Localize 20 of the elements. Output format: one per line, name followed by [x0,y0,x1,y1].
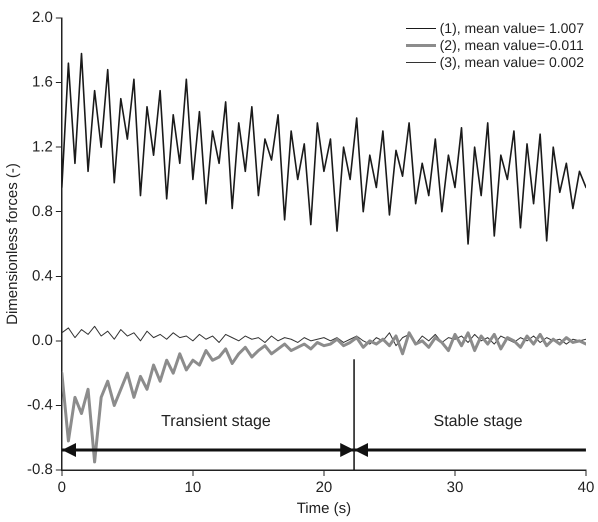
legend-label: (1), mean value= 1.007 [440,20,584,37]
y-tick-label: -0.4 [26,396,53,414]
y-tick-label: 2.0 [32,9,53,26]
y-tick-label: -0.8 [26,461,53,478]
legend-label: (3), mean value= 0.002 [440,54,584,71]
y-axis-title: Dimensionless forces (-) [4,163,22,325]
annotation: Stable stage [434,412,522,431]
x-tick-label: 30 [446,479,464,496]
y-tick-label: 0.4 [32,267,53,284]
y-tick-label: 0.0 [32,332,53,349]
x-tick-label: 40 [578,479,594,496]
legend-label: (2), mean value=-0.011 [440,37,584,54]
x-axis-title: Time (s) [296,500,352,518]
y-tick-label: 1.2 [32,138,53,156]
y-tick-label: 0.8 [32,202,53,220]
x-tick-label: 10 [184,479,202,496]
annotation: Transient stage [161,412,271,431]
y-tick-label: 1.6 [32,74,53,91]
x-tick-label: 0 [58,479,66,496]
x-tick-label: 20 [316,479,332,496]
